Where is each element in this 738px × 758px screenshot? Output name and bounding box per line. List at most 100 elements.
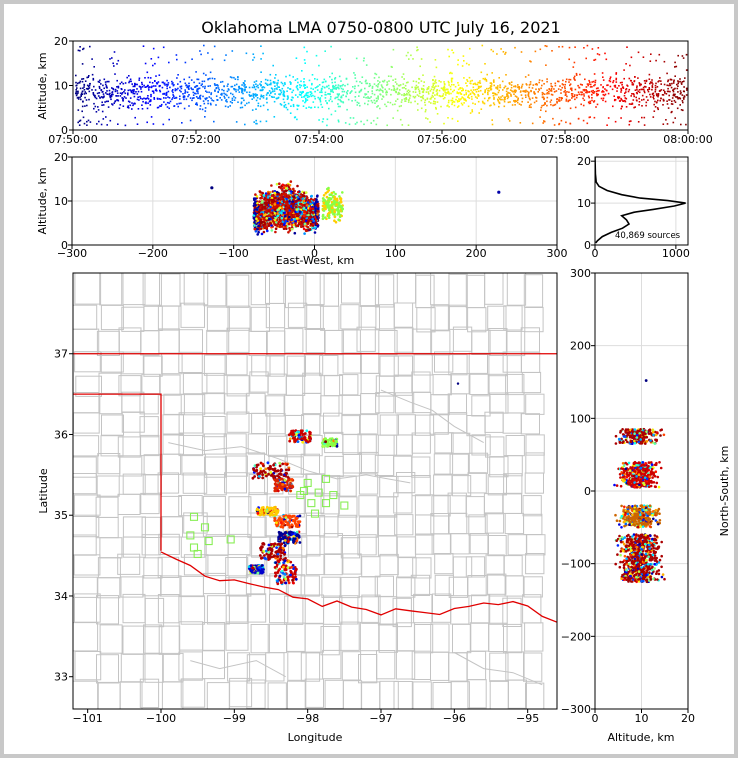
source-point <box>597 47 600 49</box>
source-point <box>535 83 538 85</box>
source-point <box>325 100 327 102</box>
source-point <box>304 62 306 64</box>
source-point <box>450 79 453 81</box>
county-boundary <box>180 536 206 558</box>
source-point <box>297 104 300 107</box>
source-point <box>252 95 255 97</box>
source-point <box>297 96 299 98</box>
source-point <box>275 190 279 194</box>
source-point <box>273 96 275 98</box>
source-point <box>499 86 502 89</box>
source-point <box>451 72 453 75</box>
source-point <box>538 79 541 81</box>
county-boundary <box>286 622 306 652</box>
source-point <box>254 193 257 196</box>
source-point <box>162 46 165 49</box>
source-point <box>490 85 493 87</box>
source-point <box>290 429 293 433</box>
source-point <box>543 98 545 101</box>
source-point <box>664 91 666 93</box>
source-point <box>206 91 208 93</box>
source-point <box>203 80 206 83</box>
source-point <box>319 97 322 99</box>
source-point <box>662 123 665 125</box>
source-point <box>258 206 262 210</box>
source-point <box>246 91 248 94</box>
source-point <box>484 91 486 94</box>
source-point <box>241 89 244 92</box>
source-point <box>520 104 522 106</box>
source-point <box>536 84 538 86</box>
source-point <box>514 85 517 87</box>
source-point <box>242 82 245 84</box>
source-point <box>273 191 277 195</box>
source-point <box>654 106 657 108</box>
source-point <box>354 74 356 76</box>
source-point <box>333 87 336 90</box>
source-point <box>255 208 259 211</box>
county-boundary <box>394 327 414 353</box>
source-point <box>217 85 219 87</box>
county-boundary <box>471 434 491 456</box>
source-point <box>324 97 327 99</box>
source-point <box>109 92 111 95</box>
source-point <box>370 99 373 102</box>
source-point <box>235 121 238 123</box>
source-point <box>340 100 343 103</box>
source-point <box>492 102 495 104</box>
source-point <box>457 92 460 94</box>
source-point <box>104 81 107 83</box>
source-point <box>277 82 279 84</box>
source-point <box>168 107 170 110</box>
county-boundary <box>502 492 523 514</box>
source-point <box>493 96 495 99</box>
source-point <box>184 82 187 85</box>
source-point <box>81 105 84 108</box>
source-point <box>250 94 253 97</box>
source-point <box>303 432 307 435</box>
source-point <box>277 96 280 99</box>
source-point <box>408 58 410 60</box>
source-point <box>588 96 590 99</box>
county-boundary <box>206 595 230 625</box>
source-point <box>306 96 309 99</box>
source-point <box>331 90 333 92</box>
source-point <box>672 89 674 91</box>
source-point <box>582 97 584 100</box>
source-point <box>301 70 303 72</box>
source-point <box>499 84 501 86</box>
source-point <box>154 80 156 82</box>
source-point <box>535 88 537 91</box>
source-point <box>607 92 610 95</box>
county-boundary <box>319 273 340 307</box>
source-point <box>435 66 438 69</box>
source-point <box>674 61 676 64</box>
tick-label: 300 <box>547 247 568 260</box>
source-point <box>344 122 347 124</box>
source-point <box>290 204 293 208</box>
county-boundary <box>73 328 100 354</box>
source-point <box>290 218 294 222</box>
source-point <box>115 95 118 97</box>
source-point <box>136 93 139 95</box>
source-point <box>524 76 527 78</box>
source-point <box>311 83 313 86</box>
source-point <box>432 79 434 81</box>
source-point <box>434 102 436 105</box>
source-point <box>158 98 161 100</box>
source-point <box>540 87 542 90</box>
source-point <box>649 96 652 98</box>
source-point <box>541 84 543 87</box>
source-point <box>596 94 599 96</box>
county-boundary <box>229 677 253 708</box>
source-point <box>169 100 172 103</box>
source-point <box>167 84 169 86</box>
source-point <box>434 80 436 83</box>
source-point <box>452 90 454 93</box>
source-point <box>546 100 548 103</box>
source-point <box>323 78 326 81</box>
source-point <box>625 97 628 100</box>
source-point <box>387 101 389 103</box>
source-point <box>528 86 531 89</box>
